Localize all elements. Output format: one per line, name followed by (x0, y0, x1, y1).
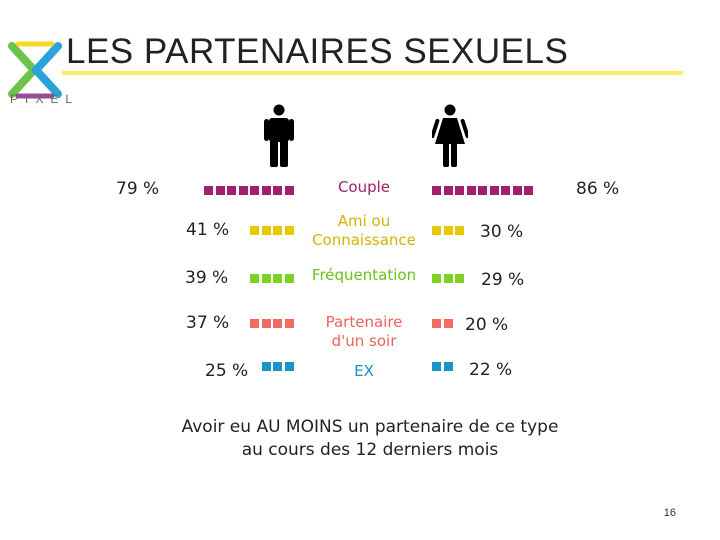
women-frequentation-bar (432, 274, 467, 284)
women-ex-value: 22 % (469, 360, 513, 380)
man-icon (264, 104, 294, 167)
bar-segment (238, 186, 248, 195)
pixel-logo (8, 41, 62, 99)
women-couple-value: 86 % (576, 179, 620, 199)
women-partenaire-bar (432, 319, 455, 329)
men-ami-bar (250, 226, 296, 236)
bar-segment (512, 186, 522, 195)
bar-segment (432, 362, 441, 371)
logo-text: PIXEL (10, 92, 80, 106)
bar-segment (443, 362, 453, 371)
title-underline (62, 71, 683, 75)
bar-segment (273, 274, 282, 283)
bar-segment (478, 186, 487, 195)
women-partenaire-value: 20 % (465, 315, 509, 335)
bar-segment (273, 319, 282, 328)
men-partenaire-bar (250, 319, 296, 329)
slide-title: LES PARTENAIRES SEXUELS (66, 32, 569, 71)
bar-segment (273, 226, 282, 235)
bar-segment (524, 186, 533, 195)
bar-segment (273, 186, 282, 195)
bar-segment (204, 186, 213, 195)
bar-segment (443, 274, 453, 283)
men-couple-bar (204, 186, 296, 196)
bar-segment (443, 186, 453, 195)
footnote: Avoir eu AU MOINS un partenaire de ce ty… (181, 417, 559, 460)
bar-segment (227, 186, 236, 195)
woman-icon (432, 104, 468, 167)
bar-segment (284, 226, 294, 235)
bar-segment (501, 186, 510, 195)
bar-segment (261, 319, 271, 328)
bar-segment (284, 362, 294, 371)
bar-segment (455, 186, 464, 195)
bar-segment (261, 274, 271, 283)
bar-segment (432, 186, 441, 195)
women-ami-bar (432, 226, 467, 236)
bar-segment (284, 186, 294, 195)
women-ex-bar (432, 362, 455, 372)
page-number: 16 (663, 507, 676, 519)
category-ex-label: EX (354, 362, 374, 380)
men-couple-value: 79 % (116, 179, 160, 199)
men-ex-bar (261, 362, 297, 372)
bar-segment (432, 274, 441, 283)
bar-segment (455, 274, 464, 283)
category-frequentation-label: Fréquentation (311, 266, 417, 284)
men-ex-value: 25 % (205, 361, 249, 381)
men-partenaire-value: 37 % (186, 313, 230, 333)
bar-segment (261, 362, 271, 371)
bar-segment (432, 319, 441, 328)
bar-segment (432, 226, 441, 235)
bar-segment (250, 226, 259, 235)
bar-segment (250, 319, 259, 328)
bar-segment (443, 319, 453, 328)
women-ami-value: 30 % (480, 222, 524, 242)
women-couple-bar (432, 186, 536, 196)
bar-segment (250, 186, 259, 195)
bar-segment (455, 226, 464, 235)
bar-segment (261, 186, 271, 195)
bar-segment (273, 362, 282, 371)
category-couple-label: Couple (337, 178, 391, 196)
bar-segment (466, 186, 476, 195)
bar-segment (250, 274, 259, 283)
bar-segment (284, 274, 294, 283)
men-frequentation-value: 39 % (185, 268, 229, 288)
bar-segment (215, 186, 225, 195)
bar-segment (261, 226, 271, 235)
bar-segment (489, 186, 499, 195)
category-partenaire-label: Partenaire d'un soir (325, 313, 403, 350)
category-ami-label: Ami ou Connaissance (312, 212, 416, 249)
women-frequentation-value: 29 % (481, 270, 525, 290)
bar-segment (284, 319, 294, 328)
men-frequentation-bar (250, 274, 296, 284)
bar-segment (443, 226, 453, 235)
men-ami-value: 41 % (186, 220, 230, 240)
